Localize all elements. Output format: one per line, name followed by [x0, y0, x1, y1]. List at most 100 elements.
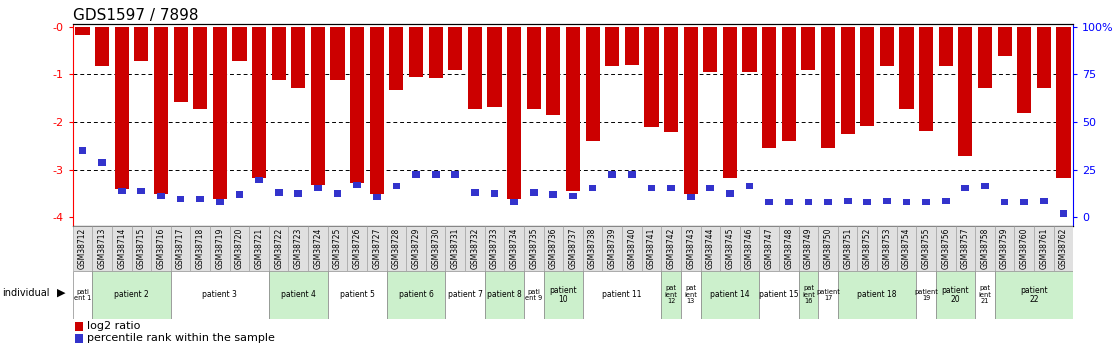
Bar: [193, 27, 207, 109]
Text: patient
17: patient 17: [816, 289, 840, 301]
FancyBboxPatch shape: [975, 226, 995, 271]
Text: GSM38748: GSM38748: [785, 228, 794, 269]
Bar: [785, 199, 793, 205]
Bar: [707, 185, 714, 191]
Bar: [844, 198, 852, 204]
Text: GSM38713: GSM38713: [97, 228, 106, 269]
Text: patient 7: patient 7: [447, 290, 483, 299]
Bar: [1036, 27, 1051, 88]
Bar: [1001, 199, 1008, 205]
Bar: [647, 185, 655, 191]
FancyBboxPatch shape: [681, 271, 701, 319]
FancyBboxPatch shape: [661, 271, 681, 319]
Bar: [805, 199, 813, 205]
FancyBboxPatch shape: [995, 226, 1014, 271]
FancyBboxPatch shape: [485, 226, 504, 271]
FancyBboxPatch shape: [798, 226, 818, 271]
Bar: [75, 322, 83, 331]
Bar: [448, 27, 463, 70]
Text: GSM38724: GSM38724: [313, 228, 322, 269]
Text: pati
ent 9: pati ent 9: [525, 289, 542, 301]
Text: GSM38755: GSM38755: [921, 228, 930, 269]
Text: patient
10: patient 10: [549, 286, 577, 304]
Bar: [272, 27, 286, 80]
Bar: [723, 27, 737, 178]
Text: GSM38737: GSM38737: [568, 228, 578, 269]
Text: GSM38749: GSM38749: [804, 228, 813, 269]
Text: GSM38732: GSM38732: [471, 228, 480, 269]
FancyBboxPatch shape: [642, 226, 661, 271]
Text: GSM38719: GSM38719: [216, 228, 225, 269]
Bar: [294, 190, 302, 197]
Text: GDS1597 / 7898: GDS1597 / 7898: [73, 8, 198, 23]
Text: GSM38721: GSM38721: [255, 228, 264, 269]
FancyBboxPatch shape: [268, 226, 288, 271]
Bar: [117, 188, 125, 194]
Bar: [508, 27, 521, 199]
FancyBboxPatch shape: [603, 226, 622, 271]
Bar: [252, 27, 266, 178]
Bar: [547, 27, 560, 115]
Bar: [78, 148, 86, 154]
Text: GSM38722: GSM38722: [274, 228, 283, 269]
Text: patient 14: patient 14: [710, 290, 750, 299]
Text: GSM38738: GSM38738: [588, 228, 597, 269]
FancyBboxPatch shape: [543, 271, 582, 319]
Bar: [233, 27, 246, 61]
FancyBboxPatch shape: [387, 226, 406, 271]
FancyBboxPatch shape: [367, 226, 387, 271]
Bar: [75, 334, 83, 343]
Bar: [880, 27, 894, 66]
FancyBboxPatch shape: [445, 226, 465, 271]
Text: GSM38717: GSM38717: [176, 228, 186, 269]
FancyBboxPatch shape: [93, 271, 171, 319]
Text: pat
ient
13: pat ient 13: [684, 285, 698, 305]
Text: pati
ent 1: pati ent 1: [74, 289, 91, 301]
Bar: [625, 27, 638, 65]
Text: GSM38760: GSM38760: [1020, 228, 1029, 269]
Text: patient 3: patient 3: [202, 290, 237, 299]
Text: GSM38750: GSM38750: [824, 228, 833, 269]
FancyBboxPatch shape: [701, 226, 720, 271]
Text: GSM38720: GSM38720: [235, 228, 244, 269]
FancyBboxPatch shape: [1053, 226, 1073, 271]
Bar: [413, 171, 420, 178]
Bar: [746, 183, 754, 189]
Text: GSM38727: GSM38727: [372, 228, 381, 269]
Bar: [766, 199, 773, 205]
FancyBboxPatch shape: [328, 226, 348, 271]
Bar: [1040, 198, 1048, 204]
Bar: [212, 27, 227, 199]
Text: GSM38751: GSM38751: [843, 228, 852, 269]
Text: GSM38718: GSM38718: [196, 228, 205, 269]
Text: pat
ient
21: pat ient 21: [978, 285, 992, 305]
Bar: [703, 27, 718, 72]
Bar: [762, 27, 776, 148]
Bar: [1017, 27, 1031, 114]
Bar: [530, 189, 538, 196]
FancyBboxPatch shape: [759, 226, 779, 271]
Bar: [941, 198, 949, 204]
FancyBboxPatch shape: [740, 226, 759, 271]
Text: GSM38736: GSM38736: [549, 228, 558, 269]
FancyBboxPatch shape: [132, 226, 151, 271]
Bar: [353, 182, 361, 188]
Text: individual: individual: [2, 288, 49, 297]
FancyBboxPatch shape: [818, 226, 837, 271]
FancyBboxPatch shape: [171, 226, 190, 271]
Text: GSM38715: GSM38715: [136, 228, 145, 269]
Bar: [667, 185, 675, 191]
FancyBboxPatch shape: [837, 271, 917, 319]
Bar: [686, 194, 694, 200]
FancyBboxPatch shape: [504, 226, 524, 271]
FancyBboxPatch shape: [151, 226, 171, 271]
FancyBboxPatch shape: [956, 226, 975, 271]
FancyBboxPatch shape: [798, 271, 818, 319]
Bar: [115, 27, 129, 189]
Bar: [569, 193, 577, 199]
Text: GSM38739: GSM38739: [608, 228, 617, 269]
Bar: [432, 171, 439, 178]
FancyBboxPatch shape: [229, 226, 249, 271]
FancyBboxPatch shape: [426, 226, 445, 271]
FancyBboxPatch shape: [328, 271, 387, 319]
